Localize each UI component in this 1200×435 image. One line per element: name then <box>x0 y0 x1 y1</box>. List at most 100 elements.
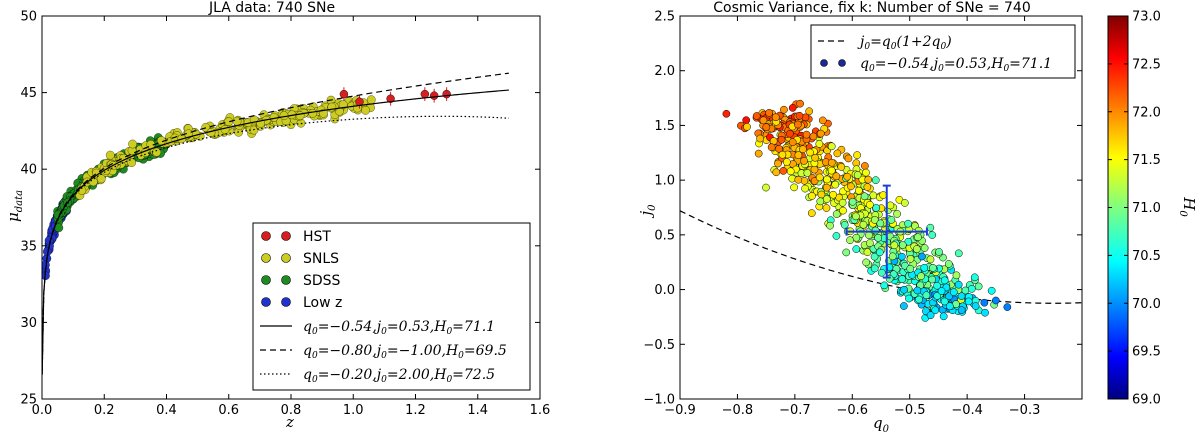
data-point <box>786 129 794 138</box>
chart-title: Cosmic Variance, fix k: Number of SNe = … <box>713 0 1030 16</box>
data-point <box>900 199 909 207</box>
x-tick-label: 0.8 <box>281 403 302 418</box>
legend-label: SDSS <box>303 273 341 289</box>
data-point <box>105 150 115 160</box>
data-point <box>232 116 242 126</box>
data-point <box>722 109 731 118</box>
model-curve-dashed <box>42 72 509 374</box>
data-point <box>870 216 879 224</box>
data-point <box>827 166 836 175</box>
data-point <box>915 295 923 304</box>
legend-box <box>810 24 1076 79</box>
x-tick-label: 0.6 <box>218 403 239 418</box>
y-tick-label: 1.0 <box>654 174 675 189</box>
data-point <box>890 241 899 250</box>
x-tick-label: −0.4 <box>951 403 983 418</box>
data-point <box>816 129 825 138</box>
data-point <box>788 138 797 147</box>
data-point <box>366 95 376 105</box>
data-point <box>971 302 980 310</box>
data-point <box>759 116 768 125</box>
data-point <box>794 120 802 129</box>
legend-marker <box>261 297 271 307</box>
legend-marker <box>281 275 291 285</box>
data-point <box>771 113 780 122</box>
data-point <box>872 204 881 212</box>
data-point <box>128 139 137 149</box>
legend-marker <box>261 253 271 263</box>
legend: HST SNLS SDSS Low z q0=−0.54,j0=0.53,H <box>252 222 531 391</box>
legend-entry-hst: HST <box>261 229 331 245</box>
data-point <box>877 268 886 277</box>
x-tick-label: 1.0 <box>343 403 364 418</box>
data-point <box>957 306 966 314</box>
data-point <box>992 296 1000 305</box>
colorbar-label: H0 <box>1177 196 1198 217</box>
y-tick-label: 45 <box>20 86 37 101</box>
data-point <box>869 191 878 200</box>
legend: j0=q0(1+2q0) q0=−0.54,j0=0.53,H0=71.1 <box>810 24 1076 79</box>
data-point <box>833 149 842 158</box>
data-point <box>952 271 961 280</box>
colorbar-tick-label: 73.0 <box>1132 10 1161 25</box>
data-point <box>957 292 966 300</box>
data-point <box>912 245 921 253</box>
data-point <box>779 167 788 175</box>
plot-frame <box>679 15 1083 400</box>
x-tick-label: −0.7 <box>779 403 811 418</box>
legend-entry-model-dotted: q0=−0.20,j0=2.00,H0=72.5 <box>260 367 495 385</box>
x-tick-label: −0.6 <box>836 403 868 418</box>
data-point <box>879 191 888 199</box>
data-point <box>805 107 814 116</box>
legend-label: q0=−0.54,j0=0.53,H0=71.1 <box>303 319 495 337</box>
y-tick-label: −0.5 <box>643 338 675 353</box>
y-axis-label: μdata <box>4 190 25 222</box>
legend-marker <box>281 253 291 263</box>
data-point <box>928 231 937 239</box>
data-point <box>888 252 897 261</box>
data-point <box>796 99 804 108</box>
data-point <box>794 151 803 160</box>
data-point <box>832 172 841 181</box>
data-point <box>964 297 973 306</box>
data-point <box>762 123 771 131</box>
y-tick-label: 35 <box>20 239 37 254</box>
data-point <box>933 292 942 300</box>
legend-label: q0=−0.20,j0=2.00,H0=72.5 <box>303 367 495 385</box>
data-point <box>808 192 816 200</box>
data-point <box>954 280 963 289</box>
legend-entry-sdss: SDSS <box>261 273 341 289</box>
data-point <box>844 154 853 163</box>
data-point <box>754 149 763 158</box>
data-point <box>815 173 824 182</box>
data-point <box>832 232 841 240</box>
series-snls <box>75 95 376 200</box>
x-axis-label: z <box>285 413 294 431</box>
legend-entry-model-dashed: q0=−0.80,j0=−1.00,H0=69.5 <box>260 343 507 361</box>
data-point <box>386 94 395 103</box>
data-point <box>756 134 764 143</box>
data-point <box>843 172 852 181</box>
data-point <box>826 221 834 230</box>
data-point <box>838 198 847 207</box>
data-point <box>788 104 797 112</box>
plot-area <box>680 99 1082 322</box>
x-tick-label: −0.9 <box>664 403 696 418</box>
x-tick-label: −0.3 <box>1009 403 1041 418</box>
data-point <box>954 249 963 258</box>
legend-box <box>252 222 531 391</box>
colorbar-tick-label: 69.0 <box>1132 393 1161 408</box>
data-point <box>913 286 922 295</box>
data-point <box>774 159 782 168</box>
data-point <box>815 140 824 148</box>
data-point <box>920 244 929 252</box>
x-tick-label: 1.6 <box>530 403 551 418</box>
colorbar-tick-label: 71.5 <box>1132 153 1161 168</box>
data-point <box>871 226 880 235</box>
legend-entry-model-solid: q0=−0.54,j0=0.53,H0=71.1 <box>260 319 495 337</box>
data-point <box>802 130 811 139</box>
data-point <box>854 186 863 195</box>
data-point <box>949 288 958 296</box>
data-point <box>905 294 913 303</box>
